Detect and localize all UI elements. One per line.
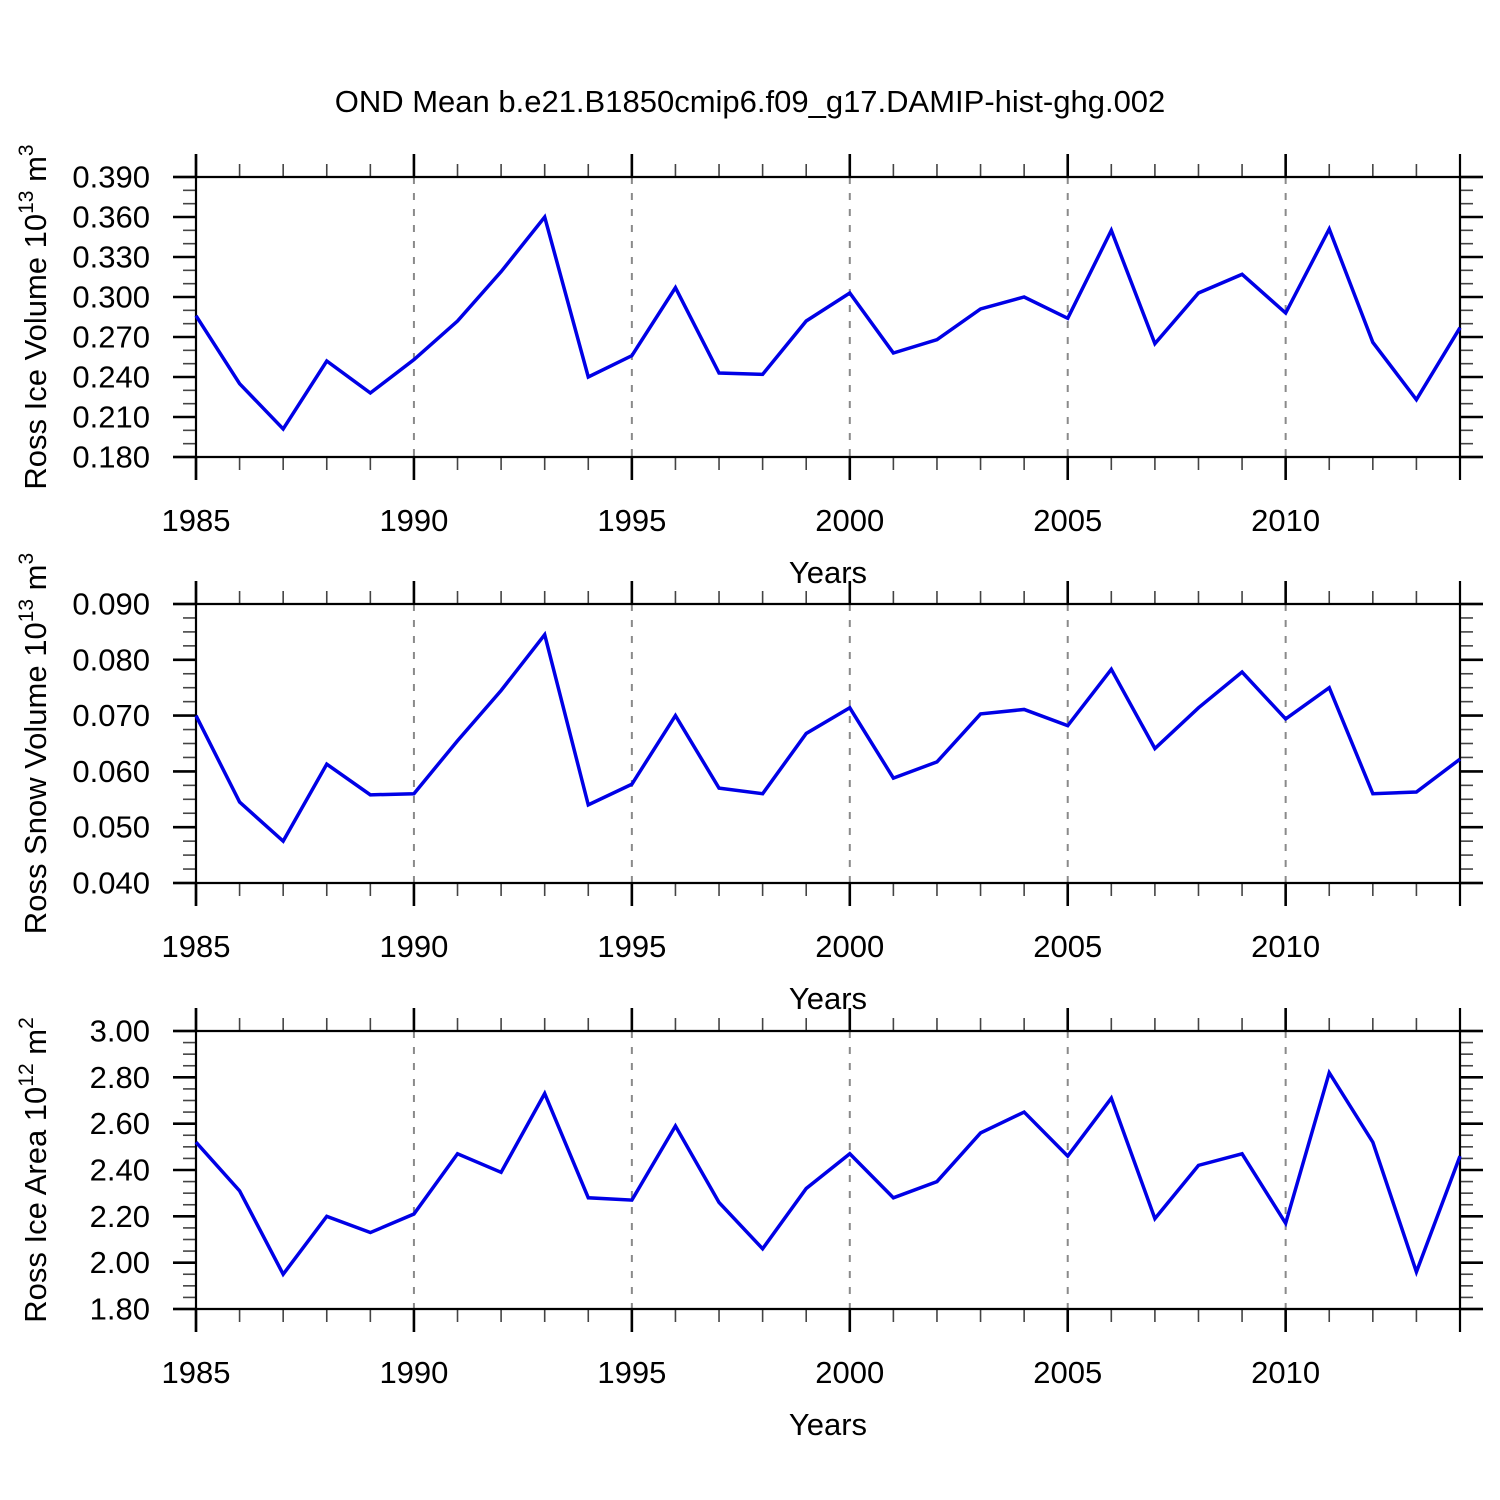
data-series-line [194,1068,1462,1278]
x-tick-label: 1995 [597,1355,666,1390]
x-tick-label: 2000 [815,503,884,538]
y-tick-label: 0.390 [72,160,150,195]
y-tick-label: 2.80 [90,1060,150,1095]
x-tick-label: 1995 [597,503,666,538]
x-tick-label: 1985 [162,503,231,538]
x-tick-label: 2010 [1251,1355,1320,1390]
data-series-line [194,630,1462,844]
y-axis-title: Ross Ice Area 1012 m2 [15,1017,53,1323]
x-axis-title: Years [789,981,867,1016]
y-axis-title: Ross Ice Volume 1013 m3 [15,144,53,489]
y-tick-label: 0.070 [72,698,150,733]
figure-title: OND Mean b.e21.B1850cmip6.f09_g17.DAMIP-… [334,84,1166,119]
y-tick-label: 1.80 [90,1292,150,1327]
y-tick-label: 0.180 [72,440,150,475]
y-tick-label: 0.080 [72,642,150,677]
y-tick-label: 0.090 [72,587,150,622]
x-tick-label: 2005 [1033,503,1102,538]
y-tick-label: 2.40 [90,1153,150,1188]
panel-3: 3.00 2.80 2.60 2.40 2.20 2.00 1.80 1985 1990 1995… [15,1008,1483,1442]
y-tick-label: 0.040 [72,866,150,901]
x-tick-label: 2000 [815,929,884,964]
data-series-line [194,213,1462,432]
y-tick-label: 0.050 [72,810,150,845]
x-tick-label: 1985 [162,929,231,964]
x-tick-label: 2005 [1033,929,1102,964]
panel-2: 0.090 0.080 0.070 0.060 0.050 0.040 1985 1990 19… [15,553,1483,1016]
x-tick-label: 1990 [379,929,448,964]
y-tick-label: 2.00 [90,1245,150,1280]
y-tick-label: 0.060 [72,754,150,789]
y-axis-title: Ross Snow Volume 1013 m3 [15,553,53,934]
y-tick-label: 0.270 [72,320,150,355]
x-axis-title: Years [789,555,867,590]
x-tick-label: 2000 [815,1355,884,1390]
x-tick-label: 1990 [379,503,448,538]
y-tick-label: 0.240 [72,360,150,395]
y-tick-label: 0.300 [72,280,150,315]
y-tick-label: 2.60 [90,1106,150,1141]
x-tick-label: 2010 [1251,929,1320,964]
x-axis-title: Years [789,1407,867,1442]
y-tick-label: 2.20 [90,1199,150,1234]
x-tick-label: 1985 [162,1355,231,1390]
panel-1: 0.390 0.360 0.330 0.300 0.270 0.240 0.210 0.180… [15,144,1483,590]
y-tick-label: 0.360 [72,200,150,235]
y-tick-label: 0.210 [72,400,150,435]
x-tick-label: 1995 [597,929,666,964]
y-tick-label: 0.330 [72,240,150,275]
x-tick-label: 2010 [1251,503,1320,538]
y-tick-label: 3.00 [90,1014,150,1049]
x-tick-label: 1990 [379,1355,448,1390]
x-tick-label: 2005 [1033,1355,1102,1390]
